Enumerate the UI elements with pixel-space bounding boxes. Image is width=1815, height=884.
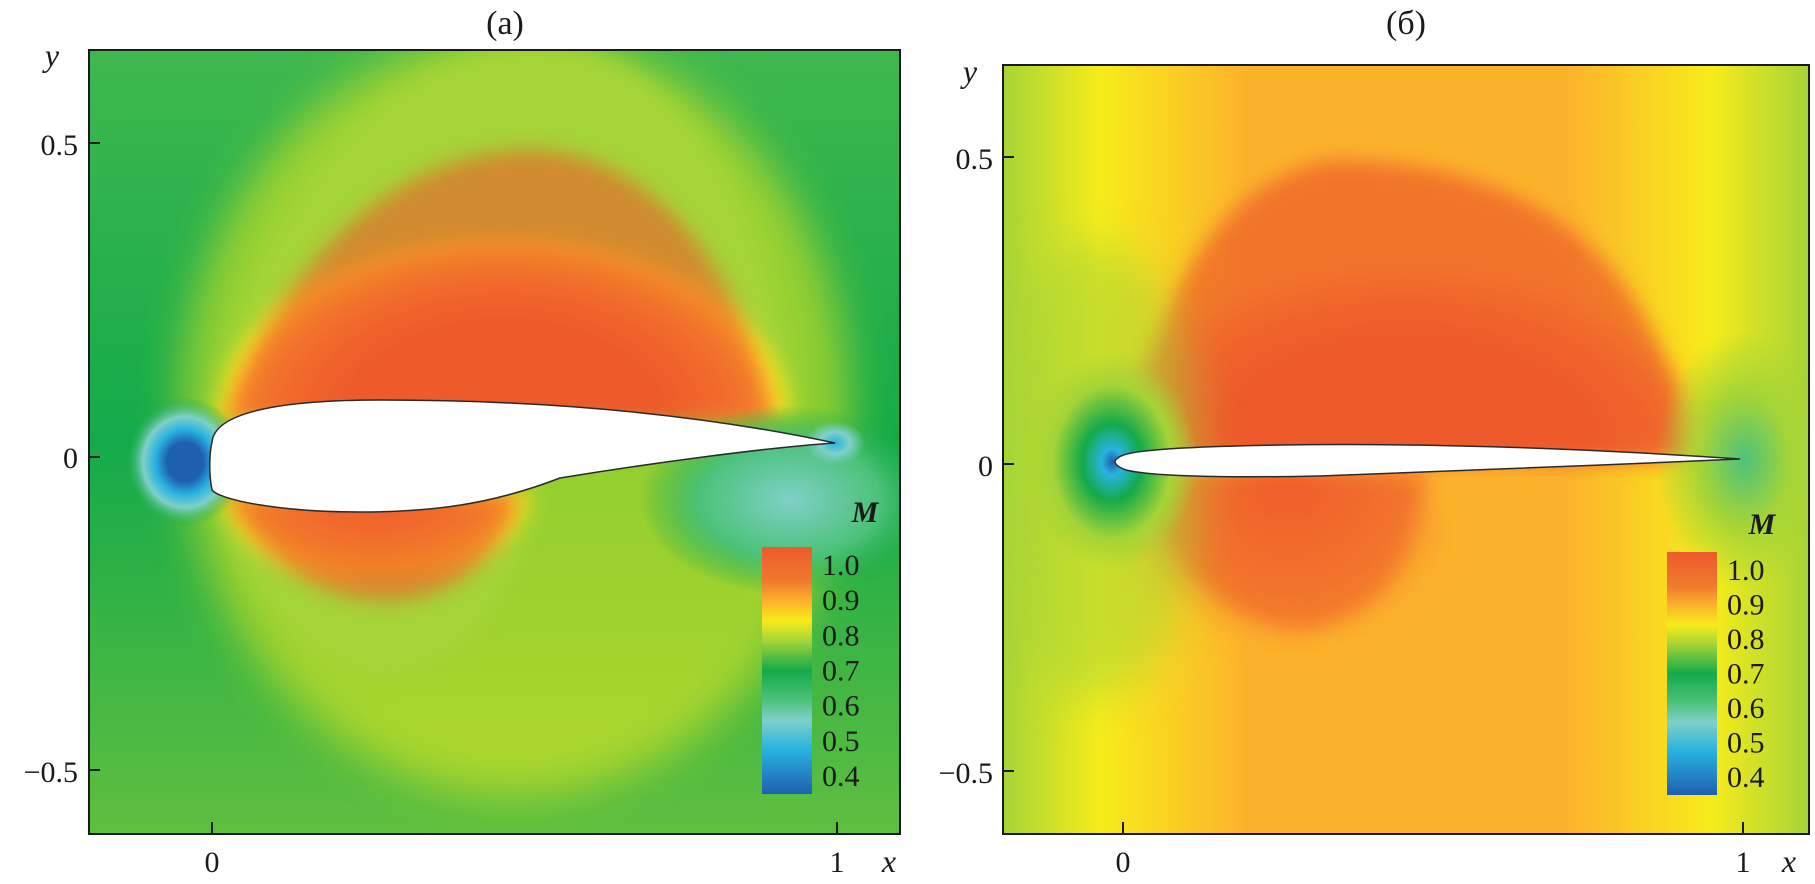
panel-b-xlabel: x: [1781, 843, 1796, 879]
panel-b-colorbar-title: M: [1748, 508, 1777, 541]
panel-a-title: (а): [486, 5, 524, 42]
panel-b-xtick-1: 1: [1736, 846, 1751, 879]
panel-a-xtick-1: 1: [830, 846, 845, 879]
panel-a-xtick-0: 0: [205, 846, 220, 879]
colorbar-tick-label: 0.4: [822, 760, 860, 793]
colorbar-tick-label: 0.5: [1727, 727, 1765, 760]
panel-a-ytick-neg0.5: −0.5: [24, 756, 78, 789]
colorbar-tick-label: 0.5: [822, 725, 860, 758]
panel-a-field: [89, 50, 900, 834]
panel-a: (а) 0.5 0 −0.5 y: [24, 5, 901, 879]
panel-a-ytick-0: 0: [63, 442, 78, 475]
panel-b: (б) 0.5 0 −0.5 y 0 1 x: [939, 5, 1810, 879]
colorbar-tick-label: 1.0: [1727, 554, 1765, 587]
panel-b-ytick-0: 0: [978, 450, 993, 483]
panel-b-ytick-neg0.5: −0.5: [939, 757, 993, 790]
colorbar-tick-label: 0.7: [822, 655, 860, 688]
panel-a-colorbar: M 1.00.90.80.70.60.50.4: [762, 496, 880, 794]
colorbar-tick-label: 0.7: [1727, 658, 1765, 691]
panel-a-ylabel: y: [42, 37, 60, 73]
colorbar-tick-label: 0.8: [822, 619, 860, 652]
colorbar-tick-label: 0.9: [822, 584, 860, 617]
panel-a-xlabel: x: [881, 843, 896, 879]
airfoil-b: [1114, 443, 1741, 478]
panel-b-colorbar: M 1.00.90.80.70.60.50.4: [1667, 508, 1777, 795]
panel-b-ylabel: y: [960, 53, 978, 89]
panel-b-xtick-0: 0: [1116, 846, 1131, 879]
panel-b-title: (б): [1386, 5, 1426, 42]
panel-a-colorbar-title: M: [851, 496, 880, 529]
panel-b-ytick-0.5: 0.5: [956, 143, 994, 176]
airfoil-a: [209, 399, 836, 513]
colorbar-tick-label: 0.4: [1727, 761, 1765, 794]
colorbar-tick-label: 0.6: [822, 690, 860, 723]
colorbar-tick-label: 1.0: [822, 549, 860, 582]
panel-a-ytick-0.5: 0.5: [41, 129, 79, 162]
colorbar-tick-label: 0.8: [1727, 623, 1765, 656]
colorbar-tick-label: 0.6: [1727, 692, 1765, 725]
colorbar-tick-label: 0.9: [1727, 589, 1765, 622]
